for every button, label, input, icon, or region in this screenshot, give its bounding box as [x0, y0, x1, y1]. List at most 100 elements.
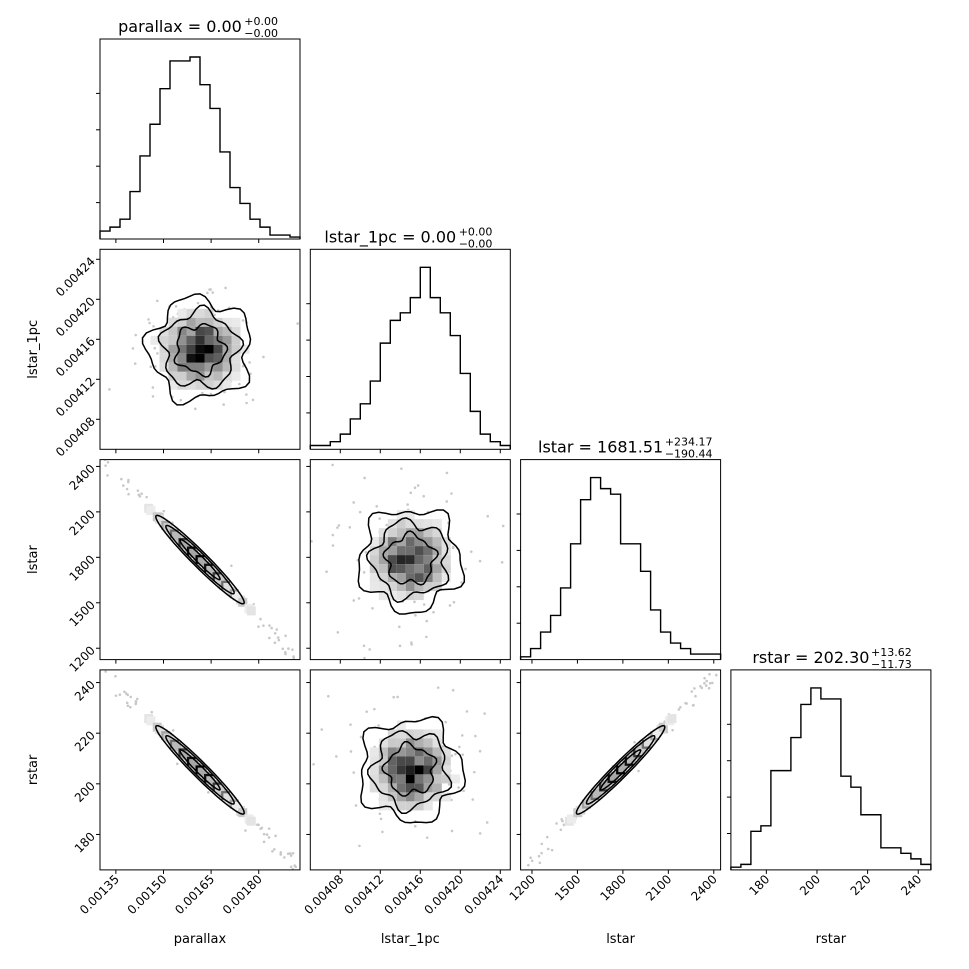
sample-point — [279, 851, 283, 854]
sample-point — [291, 852, 295, 855]
histogram-rstar — [730, 687, 932, 870]
sample-point — [331, 463, 334, 467]
panel-title-minus-rstar: −11.73 — [871, 658, 912, 671]
sample-point — [462, 789, 465, 793]
sample-point — [425, 836, 429, 839]
density-cell — [387, 756, 397, 766]
x-tick-label: 240 — [898, 872, 924, 898]
sample-point — [690, 690, 694, 693]
sample-point — [458, 745, 461, 749]
sample-point — [378, 517, 381, 520]
density-cell — [213, 344, 223, 354]
sample-point — [289, 854, 293, 857]
density-cell — [423, 528, 433, 538]
density-cell — [387, 801, 397, 811]
density-cell — [423, 756, 433, 766]
x-tick-label: 0.00135 — [77, 872, 122, 917]
density-layer — [312, 686, 489, 848]
sample-point — [500, 561, 504, 564]
density-cell — [378, 801, 388, 811]
panel-title-lstar_1pc: lstar_1pc = 0.00 — [324, 227, 456, 247]
sample-point — [705, 679, 709, 683]
density-cell — [195, 371, 205, 381]
density-cell — [231, 801, 241, 811]
contour-level-1 — [179, 538, 221, 581]
density-cell — [592, 788, 602, 798]
sample-point — [375, 504, 379, 508]
sample-point — [422, 494, 426, 498]
sample-point — [406, 503, 409, 506]
axes-frame — [520, 669, 722, 871]
contour-level-3 — [360, 715, 467, 824]
y-axis-label-rstar: rstar — [26, 754, 41, 785]
contour-level-2 — [365, 517, 450, 603]
density-cell — [423, 564, 433, 574]
sample-point — [555, 822, 558, 825]
sample-point — [694, 694, 697, 698]
sample-point — [320, 728, 324, 731]
sample-point — [275, 628, 279, 631]
sample-point — [460, 734, 464, 737]
sample-point — [265, 833, 269, 836]
density-cell — [231, 335, 241, 345]
sample-point — [537, 854, 541, 858]
sample-point — [703, 681, 706, 685]
panel-title-minus-lstar: −190.44 — [665, 448, 713, 461]
sample-point — [358, 510, 362, 514]
y-tick-label: 220 — [72, 728, 98, 754]
density-cell — [387, 564, 397, 574]
density-cell — [387, 765, 397, 775]
density-cell — [378, 564, 388, 574]
sample-point — [352, 501, 355, 504]
x-tick-label: 0.00150 — [125, 872, 170, 917]
sample-point — [155, 299, 159, 303]
sample-point — [436, 686, 440, 689]
density-cell — [223, 583, 233, 592]
x-tick-label: 180 — [746, 872, 772, 898]
sample-point — [714, 673, 718, 677]
x-tick-label: 0.00408 — [301, 872, 346, 917]
contour-level-1 — [381, 740, 438, 797]
density-cell — [163, 733, 173, 743]
density-cell — [414, 738, 424, 748]
sample-point — [241, 319, 245, 322]
sample-point — [474, 734, 477, 738]
sample-point — [478, 832, 482, 835]
density-cell — [387, 729, 397, 739]
density-cell — [405, 729, 415, 739]
contour-level-3 — [141, 293, 252, 406]
density-cell — [186, 371, 196, 381]
sample-point — [363, 656, 366, 660]
sample-point — [414, 614, 417, 617]
sample-point — [206, 291, 209, 295]
sample-point — [272, 847, 276, 851]
contour-level-1 — [599, 749, 642, 791]
sample-point — [377, 724, 380, 727]
axes-frame — [520, 459, 722, 661]
panel-title-plus-lstar_1pc: +0.00 — [459, 225, 493, 238]
x-tick-label: 0.00424 — [461, 872, 506, 917]
density-cell — [405, 783, 415, 793]
sample-point — [127, 492, 130, 496]
density-cell — [177, 317, 187, 327]
x-axis-label-lstar_1pc: lstar_1pc — [381, 932, 440, 947]
sample-point — [396, 695, 399, 699]
density-cell — [159, 362, 169, 372]
sample-point — [135, 697, 139, 701]
x-tick-label: 0.00416 — [381, 872, 426, 917]
density-cell — [405, 573, 415, 583]
sample-point — [331, 544, 335, 547]
density-layer — [310, 463, 505, 660]
density-cell — [405, 564, 415, 574]
density-cell — [396, 783, 406, 793]
sample-point — [268, 624, 271, 627]
sample-point — [114, 674, 117, 678]
density-cell — [396, 510, 406, 520]
sample-point — [362, 571, 366, 574]
density-cell — [414, 519, 424, 529]
sample-point — [559, 828, 563, 832]
sample-point — [358, 844, 361, 848]
density-cell — [396, 720, 406, 730]
sample-point — [273, 641, 277, 644]
